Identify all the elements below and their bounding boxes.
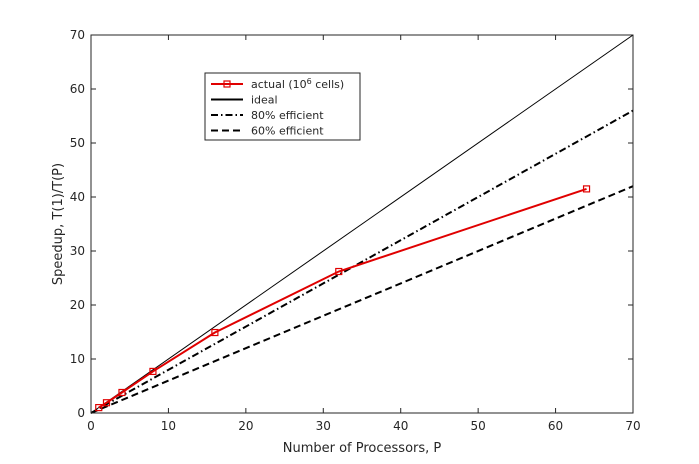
data-point-marker (118, 388, 126, 397)
series-lines (90, 34, 634, 414)
legend-label: actual (106 cells) (251, 77, 344, 91)
x-tick-label: 70 (625, 419, 640, 433)
y-tick-label: 50 (70, 136, 85, 150)
y-tick-label: 10 (70, 352, 85, 366)
x-tick-label: 60 (548, 419, 563, 433)
x-tick-label: 50 (471, 419, 486, 433)
x-axis-label: Number of Processors, P (283, 441, 442, 456)
y-tick-label: 0 (77, 406, 85, 420)
x-tick-label: 40 (393, 419, 408, 433)
series-markers (95, 185, 591, 412)
data-point-marker (149, 367, 157, 376)
x-tick-label: 10 (161, 419, 176, 433)
legend-label: 60% efficient (251, 125, 324, 138)
plot-border (90, 34, 634, 414)
x-tick-label: 0 (87, 419, 95, 433)
y-tick-label: 30 (70, 244, 85, 258)
y-axis-label: Speedup, T(1)/T(P) (51, 163, 66, 285)
y-axis-ticks: 0 10 20 30 40 50 60 70 (70, 28, 633, 420)
y-tick-label: 40 (70, 190, 85, 204)
legend: actual (106 cells) ideal 80% efficient 60% … (204, 72, 361, 141)
data-point-marker (95, 404, 103, 412)
data-point-marker (211, 328, 219, 337)
y-tick-label: 70 (70, 28, 85, 42)
data-point-marker (335, 267, 343, 276)
data-point-marker (582, 185, 591, 193)
x-tick-label: 30 (316, 419, 331, 433)
series-line (98, 187, 587, 409)
x-tick-label: 20 (238, 419, 253, 433)
y-tick-label: 20 (70, 298, 85, 312)
series-line (90, 185, 634, 414)
series-line (90, 109, 634, 414)
legend-label: 80% efficient (251, 109, 324, 122)
x-axis-ticks: 0 10 20 30 40 50 60 70 (87, 35, 641, 433)
y-tick-label: 60 (70, 82, 85, 96)
legend-label: ideal (251, 94, 278, 107)
legend-marker (223, 80, 231, 88)
series-line (90, 34, 634, 414)
data-point-marker (102, 399, 111, 407)
